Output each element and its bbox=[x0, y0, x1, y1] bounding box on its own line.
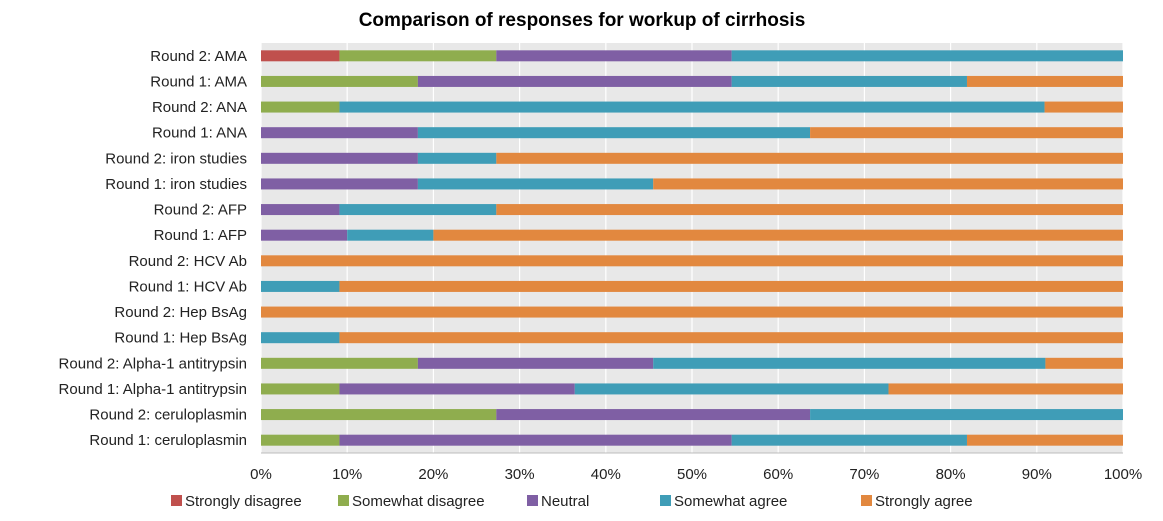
category-label: Round 2: HCV Ab bbox=[129, 253, 247, 270]
legend-label: Neutral bbox=[541, 493, 589, 510]
bar-segment bbox=[339, 383, 575, 395]
legend-label: Somewhat agree bbox=[674, 493, 787, 510]
bar-segment bbox=[261, 255, 1123, 267]
bar-segment bbox=[261, 280, 340, 292]
category-label: Round 2: AFP bbox=[154, 202, 247, 219]
bar-segment bbox=[417, 75, 732, 87]
bar-segment bbox=[810, 409, 1123, 421]
bar-segment bbox=[731, 75, 967, 87]
bar-segment bbox=[339, 50, 497, 62]
bar-segment bbox=[1044, 101, 1123, 113]
bar-segment bbox=[574, 383, 889, 395]
x-tick-label: 70% bbox=[849, 466, 879, 483]
legend-swatch bbox=[861, 495, 872, 506]
bar-segment bbox=[339, 332, 1123, 344]
bar-segment bbox=[496, 50, 732, 62]
bar-segment bbox=[417, 178, 654, 190]
legend-swatch bbox=[171, 495, 182, 506]
x-tick-label: 50% bbox=[677, 466, 707, 483]
category-label: Round 1: AMA bbox=[150, 73, 247, 90]
bar-segment bbox=[261, 127, 418, 139]
bar-segment bbox=[261, 332, 340, 344]
category-label: Round 1: HCV Ab bbox=[129, 278, 247, 295]
bar-segment bbox=[496, 409, 811, 421]
x-tick-label: 80% bbox=[936, 466, 966, 483]
x-tick-label: 20% bbox=[418, 466, 448, 483]
category-label: Round 1: ANA bbox=[152, 125, 247, 142]
bar-segment bbox=[496, 204, 1123, 216]
bar-segment bbox=[339, 280, 1123, 292]
bar-segment bbox=[496, 152, 1123, 164]
category-label: Round 1: Alpha-1 antitrypsin bbox=[59, 381, 247, 398]
bar-segment bbox=[261, 204, 340, 216]
category-label: Round 2: AMA bbox=[150, 48, 247, 65]
category-label: Round 2: Hep BsAg bbox=[114, 304, 247, 321]
x-tick-label: 0% bbox=[250, 466, 272, 483]
bar-segment bbox=[653, 178, 1123, 190]
legend-swatch bbox=[660, 495, 671, 506]
bar-segment bbox=[261, 383, 340, 395]
bar-segment bbox=[261, 357, 418, 369]
x-tick-label: 100% bbox=[1104, 466, 1142, 483]
bar-segment bbox=[261, 229, 348, 241]
x-tick-label: 30% bbox=[505, 466, 535, 483]
category-label: Round 2: ceruloplasmin bbox=[89, 407, 247, 424]
x-tick-label: 90% bbox=[1022, 466, 1052, 483]
category-label: Round 1: Hep BsAg bbox=[114, 330, 247, 347]
category-label: Round 1: AFP bbox=[154, 227, 247, 244]
bar-segment bbox=[417, 357, 654, 369]
bar-segment bbox=[731, 434, 967, 446]
bar-segment bbox=[417, 127, 811, 139]
bar-segment bbox=[888, 383, 1123, 395]
x-tick-label: 40% bbox=[591, 466, 621, 483]
legend: Strongly disagree Somewhat disagree Neutra… bbox=[171, 493, 973, 510]
bar-segment bbox=[966, 434, 1123, 446]
bar-segment bbox=[261, 101, 340, 113]
bar-segment bbox=[339, 204, 497, 216]
bar-segment bbox=[433, 229, 1123, 241]
bar-segment bbox=[731, 50, 1123, 62]
bar-segment bbox=[261, 409, 497, 421]
legend-label: Somewhat disagree bbox=[352, 493, 485, 510]
legend-label: Strongly agree bbox=[875, 493, 973, 510]
bar-segment bbox=[339, 434, 732, 446]
bar-segment bbox=[261, 152, 418, 164]
plot-area: Round 2: AMA Round 1: AMA Round 2: ANA Roun… bbox=[59, 43, 1142, 483]
bar-segment bbox=[347, 229, 434, 241]
legend-swatch bbox=[338, 495, 349, 506]
bar-segment bbox=[261, 178, 418, 190]
bar-segment bbox=[261, 306, 1123, 318]
category-label: Round 1: ceruloplasmin bbox=[89, 432, 247, 449]
legend-label: Strongly disagree bbox=[185, 493, 302, 510]
bar-segment bbox=[810, 127, 1123, 139]
category-label: Round 1: iron studies bbox=[105, 176, 247, 193]
bar-segment bbox=[653, 357, 1046, 369]
bar-segment bbox=[417, 152, 497, 164]
category-label: Round 2: Alpha-1 antitrypsin bbox=[59, 355, 247, 372]
bar-segment bbox=[261, 434, 340, 446]
bar-segment bbox=[1045, 357, 1123, 369]
category-label: Round 2: ANA bbox=[152, 99, 247, 116]
chart-title: Comparison of responses for workup of ci… bbox=[359, 10, 806, 31]
category-label: Round 2: iron studies bbox=[105, 150, 247, 167]
legend-swatch bbox=[527, 495, 538, 506]
bar-segment bbox=[261, 50, 340, 62]
bar-segment bbox=[261, 75, 418, 87]
bar-segment bbox=[339, 101, 1045, 113]
x-tick-label: 60% bbox=[763, 466, 793, 483]
bar-segment bbox=[966, 75, 1123, 87]
x-tick-label: 10% bbox=[332, 466, 362, 483]
